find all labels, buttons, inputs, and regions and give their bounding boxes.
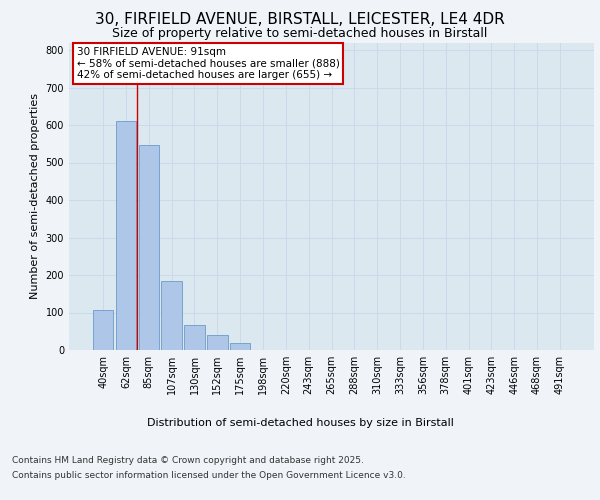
Bar [116,120,136,350]
Bar [139,144,159,350]
Text: 30, FIRFIELD AVENUE, BIRSTALL, LEICESTER, LE4 4DR: 30, FIRFIELD AVENUE, BIRSTALL, LEICESTER… [95,12,505,28]
Text: Size of property relative to semi-detached houses in Birstall: Size of property relative to semi-detach… [112,28,488,40]
Text: Contains public sector information licensed under the Open Government Licence v3: Contains public sector information licen… [12,471,406,480]
Bar [207,335,227,350]
Bar [161,280,182,350]
Bar [93,310,113,350]
Bar [230,343,250,350]
Text: Distribution of semi-detached houses by size in Birstall: Distribution of semi-detached houses by … [146,418,454,428]
Y-axis label: Number of semi-detached properties: Number of semi-detached properties [30,93,40,299]
Text: 30 FIRFIELD AVENUE: 91sqm
← 58% of semi-detached houses are smaller (888)
42% of: 30 FIRFIELD AVENUE: 91sqm ← 58% of semi-… [77,47,340,80]
Bar [184,324,205,350]
Text: Contains HM Land Registry data © Crown copyright and database right 2025.: Contains HM Land Registry data © Crown c… [12,456,364,465]
